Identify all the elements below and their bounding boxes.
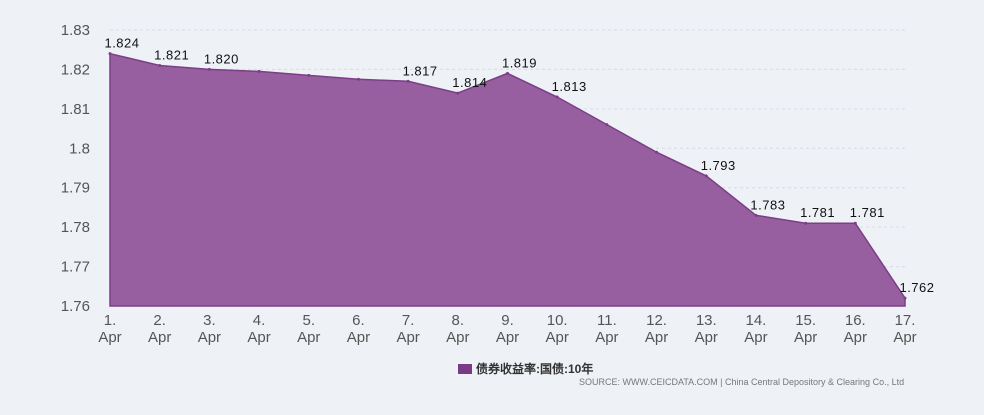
data-point	[903, 296, 907, 300]
x-axis: 1.Apr2.Apr3.Apr4.Apr5.Apr6.Apr7.Apr8.Apr…	[98, 312, 916, 346]
x-tick-label: Apr	[645, 329, 668, 346]
x-tick-label: 17.	[895, 312, 916, 329]
x-tick-label: Apr	[198, 329, 221, 346]
data-label: 1.781	[850, 205, 885, 220]
x-tick-label: Apr	[446, 329, 469, 346]
x-tick-label: Apr	[496, 329, 519, 346]
data-point	[555, 95, 559, 99]
x-tick-label: Apr	[148, 329, 171, 346]
x-tick-label: Apr	[546, 329, 569, 346]
data-label: 1.817	[403, 63, 438, 78]
data-point	[655, 150, 659, 154]
x-tick-label: 11.	[597, 312, 617, 329]
data-label: 1.783	[750, 197, 785, 212]
x-tick-label: Apr	[794, 329, 817, 346]
data-point	[356, 77, 360, 81]
y-axis: 1.76 1.77 1.78 1.79 1.8 1.81 1.82 1.83	[61, 22, 90, 315]
data-label: 1.819	[502, 55, 537, 70]
data-labels: 1.824 1.821 1.820 1.817 1.814 1.819 1.813 1.793…	[104, 36, 934, 295]
x-tick-label: 9.	[501, 312, 514, 329]
x-tick-label: 15.	[795, 312, 816, 329]
x-tick-label: 10.	[547, 312, 568, 329]
x-tick-label: 1.	[104, 312, 117, 329]
x-tick-label: 7.	[402, 312, 415, 329]
x-tick-label: Apr	[695, 329, 718, 346]
data-label: 1.793	[701, 158, 736, 173]
data-point	[704, 174, 708, 178]
data-label: 1.814	[452, 75, 487, 90]
data-label: 1.813	[552, 79, 587, 94]
y-tick-label: 1.81	[61, 101, 90, 118]
series-area	[108, 52, 907, 307]
data-point	[804, 221, 808, 225]
source-note: SOURCE: WWW.CEICDATA.COM | China Central…	[579, 377, 905, 387]
data-label: 1.820	[204, 51, 239, 66]
data-label: 1.762	[899, 280, 934, 295]
x-tick-label: 8.	[452, 312, 465, 329]
x-tick-label: Apr	[396, 329, 419, 346]
x-tick-label: 16.	[845, 312, 866, 329]
data-label: 1.824	[104, 36, 139, 51]
x-tick-label: 13.	[696, 312, 717, 329]
data-point	[158, 63, 162, 67]
data-point	[108, 52, 112, 56]
x-tick-label: Apr	[744, 329, 767, 346]
x-tick-label: 3.	[203, 312, 216, 329]
data-point	[406, 79, 410, 83]
y-tick-label: 1.78	[61, 219, 90, 236]
area-fill	[109, 52, 906, 307]
x-tick-label: Apr	[98, 329, 121, 346]
data-label: 1.781	[800, 205, 835, 220]
legend-label: 债券收益率:国债:10年	[476, 362, 594, 376]
x-tick-label: Apr	[247, 329, 270, 346]
data-point	[754, 213, 758, 217]
data-point	[257, 69, 261, 73]
x-tick-label: 5.	[302, 312, 315, 329]
legend[interactable]: 债券收益率:国债:10年	[458, 360, 593, 377]
x-tick-label: Apr	[844, 329, 867, 346]
x-tick-label: Apr	[893, 329, 916, 346]
y-tick-label: 1.82	[61, 61, 90, 78]
data-point	[307, 73, 311, 77]
x-tick-label: 6.	[352, 312, 365, 329]
y-tick-label: 1.76	[61, 298, 90, 315]
legend-swatch	[458, 363, 472, 374]
x-tick-label: 4.	[253, 312, 266, 329]
data-point	[456, 91, 460, 95]
y-tick-label: 1.83	[61, 22, 90, 39]
data-point	[207, 67, 211, 71]
x-tick-label: Apr	[297, 329, 320, 346]
y-tick-label: 1.77	[61, 259, 90, 276]
x-tick-label: 2.	[153, 312, 166, 329]
y-tick-label: 1.8	[69, 140, 90, 157]
data-point	[853, 221, 857, 225]
x-tick-label: 12.	[646, 312, 667, 329]
y-tick-label: 1.79	[61, 180, 90, 197]
x-tick-label: Apr	[347, 329, 370, 346]
data-label: 1.821	[154, 47, 189, 62]
data-point	[506, 71, 509, 75]
x-tick-label: 14.	[746, 312, 767, 329]
data-point	[605, 123, 609, 127]
x-tick-label: Apr	[595, 329, 618, 346]
